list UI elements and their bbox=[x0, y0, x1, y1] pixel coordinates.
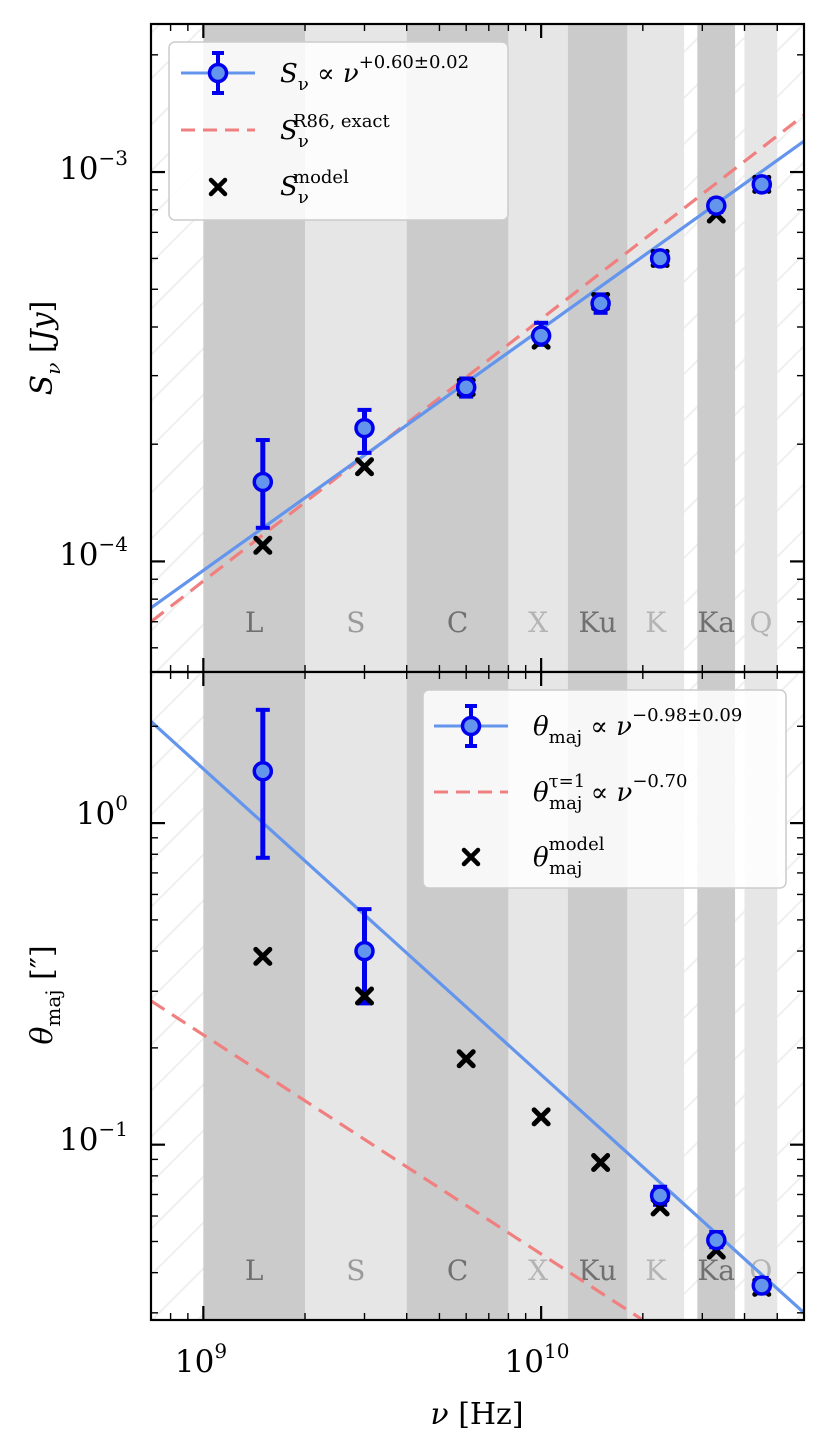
top-data-points bbox=[252, 174, 773, 555]
top-observed-point bbox=[751, 174, 773, 195]
top-model-point bbox=[355, 457, 375, 477]
top-observed-point bbox=[706, 195, 727, 216]
bottom-legend-box bbox=[422, 689, 787, 889]
bottom-data-points bbox=[252, 760, 773, 1297]
bot-observed-point bbox=[751, 1275, 773, 1296]
x-tick-label: 1010 bbox=[505, 1339, 570, 1380]
top-observed-point bbox=[590, 293, 611, 314]
top-panel: L S C X Ku K Ka Q 10−3 10−4 Sν [Jy] bbox=[25, 22, 806, 674]
top-legend: Sν ∝ ν+0.60±0.02 SνR86, exact Sνmodel bbox=[168, 41, 509, 221]
band-label-l: L bbox=[245, 1254, 264, 1287]
band-label-c: C bbox=[447, 606, 468, 639]
band-x bbox=[508, 24, 568, 672]
bot-model-point bbox=[456, 1049, 476, 1069]
bottom-y-tick-labels: 100 10−1 bbox=[59, 791, 128, 1158]
band-label-x: X bbox=[528, 1254, 548, 1287]
band-ku bbox=[567, 24, 628, 672]
bot-fit-line bbox=[151, 720, 804, 1315]
bottom-legend-fit-handle bbox=[434, 704, 508, 748]
top-reference-line bbox=[151, 113, 804, 623]
bottom-y-tick-label: 10−1 bbox=[59, 1117, 128, 1158]
bottom-legend-label-fit: θmaj ∝ ν−0.98±0.09 bbox=[533, 705, 742, 748]
top-legend-model-handle bbox=[208, 177, 228, 197]
top-observed-point bbox=[252, 471, 274, 493]
band-label-q: Q bbox=[749, 606, 772, 639]
bot-model-point bbox=[355, 986, 375, 1006]
bottom-y-tick-label: 100 bbox=[76, 791, 128, 832]
bottom-legend-label-tau: θτ=1 maj ∝ ν−0.70 bbox=[533, 771, 688, 814]
top-observed-point bbox=[455, 377, 477, 398]
bottom-legend-model-handle bbox=[461, 847, 481, 867]
band-label-c: C bbox=[447, 1254, 468, 1287]
bot-observed-point bbox=[706, 1229, 727, 1251]
bottom-axes-frame bbox=[149, 670, 806, 1322]
band-l bbox=[203, 672, 306, 1320]
band-label-s: S bbox=[346, 1254, 365, 1287]
top-legend-box bbox=[168, 41, 509, 221]
band-label-x: X bbox=[528, 606, 548, 639]
top-legend-fit-handle bbox=[181, 51, 255, 95]
band-label-s: S bbox=[346, 606, 365, 639]
band-k bbox=[627, 24, 685, 672]
band-label-k: K bbox=[645, 606, 667, 639]
bot-observed-point bbox=[354, 940, 375, 962]
bottom-model-lines bbox=[151, 720, 804, 1320]
top-legend-label-fit: Sν ∝ ν+0.60±0.02 bbox=[280, 52, 469, 95]
top-observed-point bbox=[649, 248, 671, 269]
top-observed-point bbox=[530, 325, 552, 346]
bottom-axis-ticks bbox=[150, 672, 805, 1320]
band-label-ka: Ka bbox=[697, 1254, 735, 1287]
top-y-tick-label: 10−4 bbox=[59, 532, 128, 573]
bot-model-point bbox=[531, 1107, 551, 1127]
band-label-l: L bbox=[245, 606, 264, 639]
bot-observed-point bbox=[649, 1185, 671, 1206]
band-label-ku: Ku bbox=[578, 606, 616, 639]
top-model-point bbox=[253, 535, 273, 555]
x-tick-label: 109 bbox=[175, 1339, 227, 1380]
bottom-panel: L S C X Ku K Ka Q 100 10−1 109 1010 ν [Hz] bbox=[25, 670, 806, 1432]
bot-reference-line bbox=[151, 999, 644, 1320]
bot-model-point bbox=[253, 946, 273, 966]
top-model-lines bbox=[151, 113, 804, 623]
top-observed-point bbox=[354, 417, 375, 439]
top-legend-label-model: Sνmodel bbox=[280, 167, 349, 208]
band-label-ku: Ku bbox=[578, 1254, 616, 1287]
x-tick-labels: 109 1010 bbox=[175, 1339, 570, 1380]
top-legend-label-r86: SνR86, exact bbox=[280, 111, 391, 152]
band-label-ka: Ka bbox=[697, 606, 735, 639]
top-fit-line bbox=[151, 139, 804, 610]
top-y-axis-label: Sν [Jy] bbox=[25, 301, 65, 396]
band-label-k: K bbox=[645, 1254, 667, 1287]
band-ka bbox=[697, 24, 736, 672]
bottom-y-axis-label: θmaj [″] bbox=[25, 945, 65, 1044]
band-s bbox=[305, 672, 407, 1320]
bot-model-point bbox=[591, 1153, 611, 1173]
bottom-legend: θmaj ∝ ν−0.98±0.09 θτ=1 maj ∝ ν−0.70 θmod… bbox=[422, 689, 787, 889]
top-y-tick-labels: 10−3 10−4 bbox=[59, 146, 128, 573]
x-axis-label: ν [Hz] bbox=[430, 1397, 523, 1432]
bottom-legend-label-model: θmodel maj bbox=[533, 834, 605, 879]
bot-observed-point bbox=[252, 760, 274, 782]
top-y-tick-label: 10−3 bbox=[59, 146, 128, 187]
band-q bbox=[744, 24, 778, 672]
